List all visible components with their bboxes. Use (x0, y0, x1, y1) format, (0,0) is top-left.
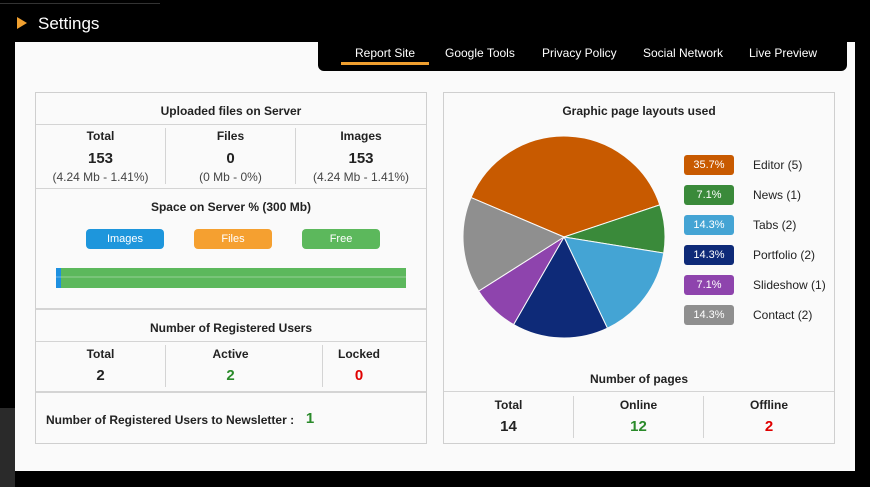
users-total-value: 2 (96, 367, 105, 384)
users-locked-label: Locked (337, 347, 380, 361)
column-divider (165, 128, 166, 184)
column-divider (703, 396, 704, 438)
divider (36, 341, 426, 342)
column-divider (295, 128, 296, 184)
divider (36, 188, 426, 189)
uploaded-images-value: 153 (348, 150, 374, 167)
legend-percent-portfolio: 14.3% (684, 245, 734, 265)
pages-heading: Number of pages (589, 372, 688, 386)
bar-highlight (56, 276, 406, 278)
users-active-value: 2 (226, 367, 235, 384)
pages-offline-value: 2 (764, 418, 774, 435)
uploaded-images-size: (4.24 Mb - 1.41%) (312, 170, 410, 184)
divider (444, 391, 834, 392)
uploaded-total-label: Total (86, 129, 115, 143)
uploaded-images-label: Images (340, 129, 382, 143)
pie-slice-tabs (563, 236, 665, 329)
registered-users-heading: Number of Registered Users (149, 321, 313, 335)
divider (36, 124, 426, 125)
legend-percent-editor: 35.7% (684, 155, 734, 175)
divider (36, 308, 426, 310)
layouts-heading: Graphic page layouts used (562, 104, 716, 118)
tab-google-tools[interactable]: Google Tools (445, 46, 515, 60)
legend-percent-contact: 14.3% (684, 305, 734, 325)
uploaded-total-value: 153 (87, 150, 114, 167)
pages-online-value: 12 (630, 418, 647, 435)
page-title: Settings (38, 14, 100, 33)
tab-bar: Report Site Google Tools Privacy Policy … (318, 42, 847, 71)
legend-percent-news: 7.1% (684, 185, 734, 205)
left-edge (0, 408, 15, 487)
uploaded-files-value: 0 (226, 150, 235, 167)
legend-label-contact: Contact (2) (753, 308, 813, 322)
column-divider (573, 396, 574, 438)
title-bar: Settings (0, 0, 870, 42)
legend-label-tabs: Tabs (2) (753, 218, 797, 232)
uploaded-files-size: (0 Mb - 0%) (199, 170, 262, 184)
divider (36, 391, 426, 393)
uploaded-files-heading: Uploaded files on Server (160, 104, 302, 118)
legend-label-editor: Editor (5) (753, 158, 803, 172)
tab-live-preview[interactable]: Live Preview (749, 46, 818, 60)
users-locked-value: 0 (354, 367, 364, 384)
users-active-label: Active (212, 347, 249, 361)
users-total-label: Total (86, 347, 115, 361)
column-divider (322, 345, 323, 387)
legend-percent-tabs: 14.3% (684, 215, 734, 235)
legend-label-portfolio: Portfolio (2) (753, 248, 816, 262)
newsletter-value: 1 (305, 410, 315, 427)
pie-slice-editor (470, 135, 661, 238)
play-arrow-icon (17, 17, 27, 29)
tab-social-network[interactable]: Social Network (643, 46, 724, 60)
pages-total-value: 14 (500, 418, 517, 435)
layouts-pie-chart (462, 135, 666, 339)
pages-online-label: Online (619, 398, 658, 412)
pages-offline-label: Offline (750, 398, 788, 412)
pages-total-label: Total (494, 398, 523, 412)
uploaded-total-size: (4.24 Mb - 1.41%) (52, 170, 149, 184)
space-usage-bar (56, 268, 406, 288)
legend-files-pill: Files (194, 229, 272, 249)
legend-label-news: News (1) (753, 188, 802, 202)
legend-label-slideshow: Slideshow (1) (753, 278, 826, 292)
pie-slice-contact (462, 196, 566, 292)
uploaded-files-label: Files (216, 129, 245, 143)
newsletter-label: Number of Registered Users to Newsletter… (46, 413, 295, 427)
space-images-fill (56, 268, 61, 288)
column-divider (165, 345, 166, 387)
tab-report-site[interactable]: Report Site (340, 46, 430, 65)
tab-privacy-policy[interactable]: Privacy Policy (542, 46, 617, 60)
title-accent-line (0, 3, 160, 4)
legend-percent-slideshow: 7.1% (684, 275, 734, 295)
space-heading: Space on Server % (300 Mb) (150, 200, 312, 214)
legend-images-pill: Images (86, 229, 164, 249)
pie-slice-portfolio (512, 235, 609, 339)
legend-free-pill: Free (302, 229, 380, 249)
